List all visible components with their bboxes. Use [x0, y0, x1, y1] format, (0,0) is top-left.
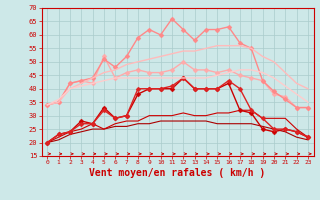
X-axis label: Vent moyen/en rafales ( km/h ): Vent moyen/en rafales ( km/h ): [90, 168, 266, 178]
